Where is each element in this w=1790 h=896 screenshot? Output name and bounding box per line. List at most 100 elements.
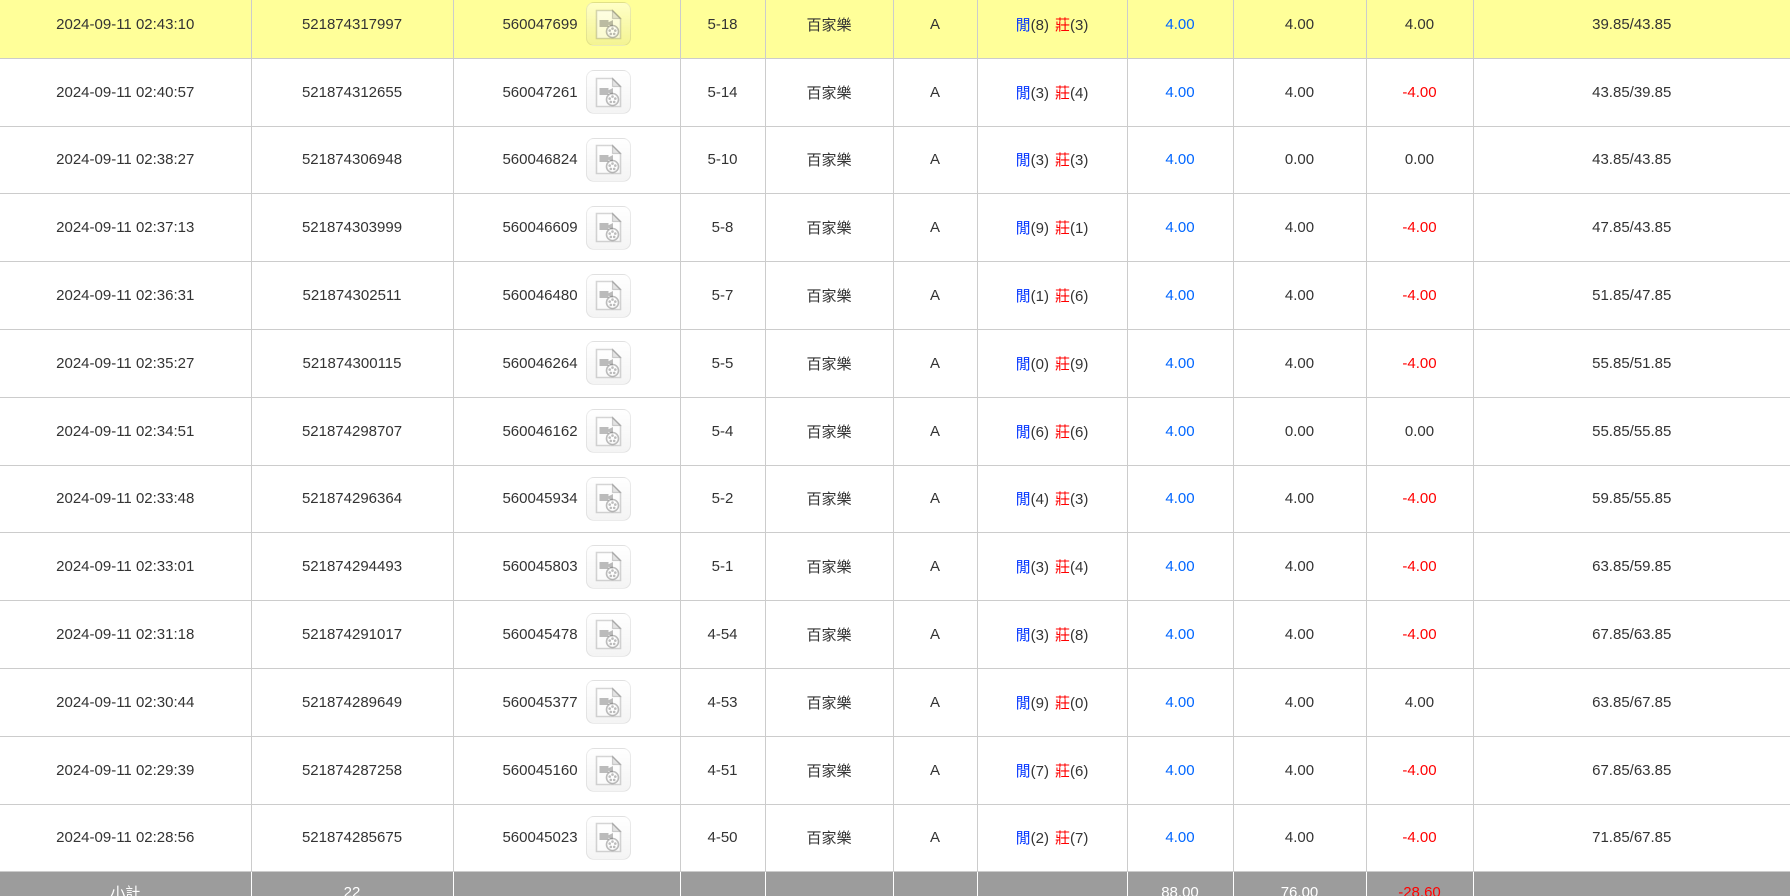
player-result-label: 閒 (1015, 694, 1031, 712)
cell-win-loss: -4.00 (1366, 261, 1474, 330)
summary-empty-cell (977, 871, 1128, 896)
video-replay-button[interactable] (585, 70, 631, 115)
cell-game-result: 閒(2) 莊(7) (977, 804, 1128, 873)
cell-game-round-id: 560045160 (453, 736, 681, 805)
player-result-label: 閒 (1015, 16, 1031, 34)
summary-label: 小計 (0, 871, 252, 896)
cell-balance: 63.85/59.85 (1473, 532, 1790, 602)
video-replay-button[interactable] (585, 409, 631, 454)
video-replay-button[interactable] (585, 2, 631, 47)
cell-bet-time: 2024-09-11 02:28:56 (0, 804, 252, 873)
video-replay-button[interactable] (585, 205, 631, 250)
cell-game-type: 百家樂 (765, 600, 894, 669)
cell-round-number: 5-14 (680, 58, 766, 127)
cell-balance: 43.85/39.85 (1473, 58, 1790, 127)
video-replay-button[interactable] (585, 612, 631, 657)
banker-points: (4) (1070, 559, 1089, 577)
video-replay-button[interactable] (585, 273, 631, 318)
cell-round-number: 5-2 (680, 465, 766, 534)
banker-points: (8) (1070, 627, 1089, 645)
banker-result-label: 莊 (1055, 627, 1071, 645)
table-row: 2024-09-11 02:40:57 521874312655 5600472… (0, 58, 1790, 127)
cell-game-round-id: 560045377 (453, 668, 681, 737)
cell-order-id: 521874312655 (251, 58, 454, 127)
table-row: 2024-09-11 02:37:13 521874303999 5600466… (0, 193, 1790, 263)
bet-amount-link[interactable]: 4.00 (1165, 422, 1195, 440)
cell-table-code: A (893, 465, 978, 534)
video-replay-button[interactable] (585, 544, 631, 589)
cell-table-code: A (893, 58, 978, 127)
cell-round-number: 5-10 (680, 126, 766, 195)
bet-amount-link[interactable]: 4.00 (1165, 490, 1195, 508)
bet-amount-link[interactable]: 4.00 (1165, 219, 1195, 237)
video-record-icon (595, 144, 622, 175)
cell-bet-time: 2024-09-11 02:35:27 (0, 329, 252, 398)
bet-amount-link[interactable]: 4.00 (1165, 287, 1195, 305)
cell-game-round-id: 560047261 (453, 58, 681, 127)
game-round-id-text: 560047261 (502, 83, 578, 101)
video-replay-button[interactable] (585, 748, 631, 793)
banker-points: (3) (1070, 16, 1089, 34)
banker-result-label: 莊 (1055, 491, 1071, 509)
cell-game-result: 閒(6) 莊(6) (977, 397, 1128, 466)
player-result-label: 閒 (1015, 152, 1031, 170)
bet-amount-link[interactable]: 4.00 (1165, 829, 1195, 847)
banker-points: (0) (1070, 694, 1089, 712)
cell-win-loss: 0.00 (1366, 397, 1474, 466)
video-record-icon (595, 822, 622, 853)
cell-game-type: 百家樂 (765, 0, 894, 59)
cell-order-id: 521874306948 (251, 126, 454, 195)
cell-table-code: A (893, 126, 978, 195)
table-row: 2024-09-11 02:28:56 521874285675 5600450… (0, 804, 1790, 873)
summary-empty-cell (1473, 871, 1790, 896)
bet-amount-link[interactable]: 4.00 (1165, 354, 1195, 372)
video-record-icon (595, 8, 622, 40)
bet-amount-link[interactable]: 4.00 (1165, 83, 1195, 101)
bet-amount-link[interactable]: 4.00 (1165, 761, 1195, 779)
video-replay-button[interactable] (585, 680, 631, 725)
video-replay-button[interactable] (585, 815, 631, 860)
cell-order-id: 521874303999 (251, 193, 454, 263)
game-round-id-text: 560045377 (502, 693, 578, 711)
bet-amount-link[interactable]: 4.00 (1165, 693, 1195, 711)
video-replay-button[interactable] (585, 476, 631, 521)
video-replay-button[interactable] (585, 341, 631, 386)
video-record-icon (595, 754, 622, 786)
banker-result-label: 莊 (1055, 559, 1071, 577)
video-record-icon (595, 415, 622, 447)
cell-bet-amount: 4.00 (1127, 193, 1234, 263)
cell-order-id: 521874294493 (251, 532, 454, 602)
banker-points: (1) (1070, 220, 1089, 238)
cell-game-round-id: 560045934 (453, 465, 681, 534)
bet-amount-link[interactable]: 4.00 (1165, 558, 1195, 576)
cell-game-type: 百家樂 (765, 465, 894, 534)
bet-amount-link[interactable]: 4.00 (1165, 151, 1195, 169)
cell-game-round-id: 560046609 (453, 193, 681, 263)
cell-balance: 55.85/55.85 (1473, 397, 1790, 466)
cell-table-code: A (893, 261, 978, 330)
player-points: (8) (1030, 16, 1049, 34)
cell-table-code: A (893, 668, 978, 737)
cell-bet-amount: 4.00 (1127, 668, 1234, 737)
cell-game-type: 百家樂 (765, 804, 894, 873)
cell-win-loss: -4.00 (1366, 329, 1474, 398)
banker-result-label: 莊 (1055, 830, 1071, 848)
player-points: (9) (1030, 220, 1049, 238)
cell-round-number: 5-1 (680, 532, 766, 602)
cell-valid-bet: 4.00 (1233, 532, 1367, 602)
cell-bet-time: 2024-09-11 02:40:57 (0, 58, 252, 127)
video-replay-button[interactable] (585, 137, 631, 182)
banker-points: (6) (1070, 762, 1089, 780)
cell-valid-bet: 4.00 (1233, 329, 1367, 398)
game-round-id-text: 560045478 (502, 626, 578, 644)
summary-empty-cell (680, 871, 766, 896)
bet-amount-link[interactable]: 4.00 (1165, 626, 1195, 644)
cell-round-number: 5-8 (680, 193, 766, 263)
cell-round-number: 5-5 (680, 329, 766, 398)
cell-bet-amount: 4.00 (1127, 397, 1234, 466)
cell-game-result: 閒(4) 莊(3) (977, 465, 1128, 534)
cell-table-code: A (893, 600, 978, 669)
cell-game-type: 百家樂 (765, 58, 894, 127)
cell-bet-amount: 4.00 (1127, 329, 1234, 398)
bet-amount-link[interactable]: 4.00 (1165, 15, 1195, 33)
